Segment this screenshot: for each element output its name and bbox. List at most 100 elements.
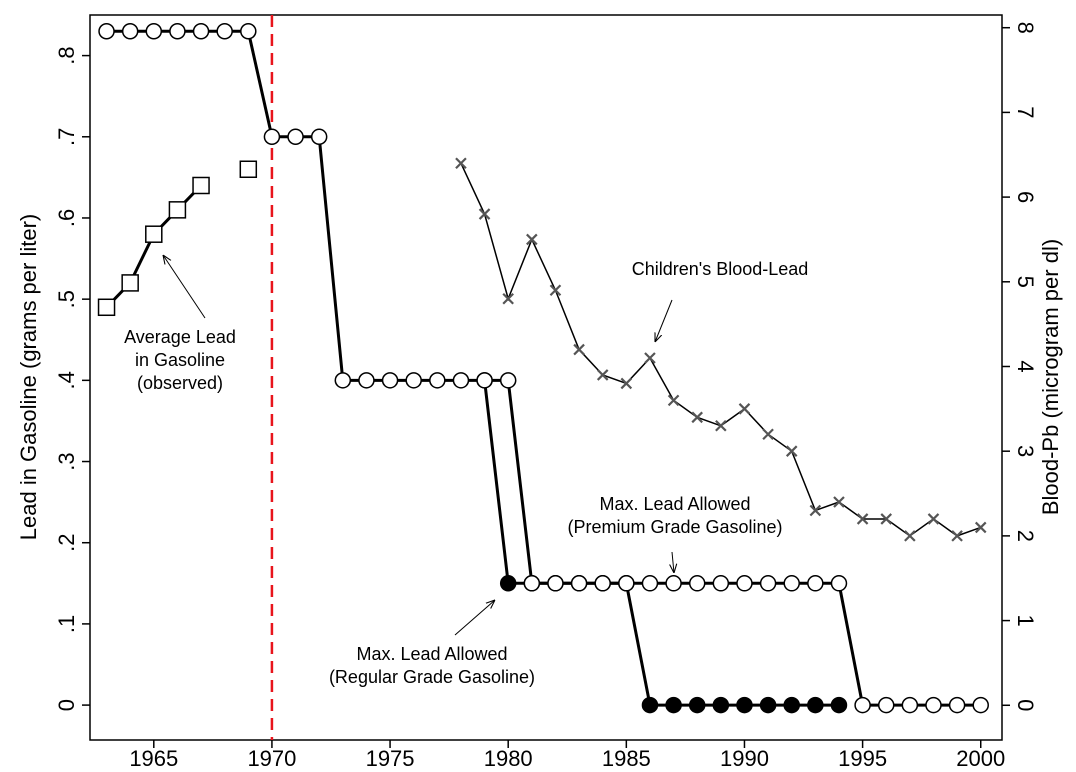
marker-open	[429, 372, 446, 389]
marker-open	[570, 575, 588, 592]
marker-open	[121, 22, 139, 40]
y2-tick-label: 2	[1013, 530, 1038, 542]
marker-open	[736, 575, 753, 592]
y2-tick-label: 4	[1013, 360, 1038, 372]
x-tick-label: 1985	[602, 746, 651, 771]
series-line	[106, 29, 981, 707]
marker-square	[145, 225, 163, 243]
y2-tick-label: 3	[1013, 445, 1038, 457]
marker-open	[192, 22, 210, 40]
marker-open	[334, 372, 352, 389]
marker-x	[620, 377, 633, 390]
series-line	[460, 162, 981, 537]
annotation-text: Max. Lead Allowed	[356, 644, 507, 664]
marker-x	[951, 530, 963, 542]
series-line	[483, 380, 839, 707]
marker-open	[925, 696, 942, 714]
x-tick-label: 1980	[484, 746, 533, 771]
marker-open	[523, 575, 541, 592]
marker-open	[830, 575, 848, 592]
x-tick-label: 1990	[720, 746, 769, 771]
x-tick-label: 1975	[366, 746, 415, 771]
y-tick-label: .4	[54, 371, 79, 389]
marker-open	[594, 575, 611, 592]
marker-filled	[830, 696, 848, 714]
marker-filled	[783, 696, 800, 714]
annotation-text: Children's Blood-Lead	[632, 259, 809, 279]
marker-open	[240, 22, 257, 40]
marker-open	[783, 575, 800, 592]
marker-square	[97, 298, 116, 317]
y2-tick-label: 7	[1013, 106, 1038, 118]
marker-open	[287, 128, 304, 146]
marker-x	[644, 352, 656, 364]
marker-open	[972, 696, 989, 714]
y2-axis-label: Blood-Pb (microgram per dl)	[1038, 239, 1063, 515]
marker-x	[880, 513, 893, 525]
plot-frame	[89, 14, 1003, 741]
marker-x	[904, 530, 916, 542]
marker-x	[478, 208, 491, 220]
annotation-text: in Gasoline	[135, 350, 225, 370]
marker-open	[807, 575, 824, 592]
marker-square	[168, 201, 187, 219]
marker-open	[618, 575, 635, 592]
marker-open	[476, 372, 493, 389]
marker-x	[573, 343, 585, 356]
marker-open	[499, 372, 517, 389]
y2-tick-label: 8	[1013, 22, 1038, 34]
y-axis-label: Lead in Gasoline (grams per liter)	[16, 214, 41, 540]
annotation-text: (Regular Grade Gasoline)	[329, 667, 535, 687]
marker-x	[596, 369, 609, 381]
marker-open	[216, 22, 233, 40]
y2-tick-label: 6	[1013, 191, 1038, 203]
marker-x	[927, 513, 940, 525]
marker-open	[877, 696, 895, 714]
marker-filled	[688, 696, 706, 714]
x-tick-label: 1970	[247, 746, 296, 771]
annotation-arrow	[655, 299, 673, 342]
marker-open	[405, 372, 422, 389]
marker-open	[263, 128, 281, 146]
marker-x	[691, 411, 703, 424]
y-tick-label: 0	[54, 699, 79, 711]
marker-open	[901, 696, 919, 714]
y-tick-label: .3	[54, 452, 79, 470]
marker-filled	[499, 575, 517, 592]
marker-open	[358, 372, 375, 389]
marker-x	[785, 445, 798, 457]
marker-open	[641, 575, 659, 592]
marker-x	[455, 157, 467, 169]
marker-filled	[807, 696, 824, 714]
annotation-arrow	[454, 600, 495, 636]
marker-open	[712, 575, 730, 592]
y-tick-label: .1	[54, 615, 79, 633]
marker-x	[738, 403, 751, 415]
x-tick-label: 1965	[129, 746, 178, 771]
y-tick-label: .7	[54, 128, 79, 146]
y2-tick-label: 1	[1013, 614, 1038, 626]
marker-open	[98, 22, 115, 40]
marker-x	[715, 419, 727, 432]
marker-open	[145, 22, 163, 40]
annotation-text: Average Lead	[124, 327, 236, 347]
marker-filled	[736, 696, 753, 714]
x-tick-label: 1995	[838, 746, 887, 771]
marker-filled	[665, 696, 682, 714]
x-tick-label: 2000	[956, 746, 1005, 771]
marker-x	[502, 292, 514, 305]
marker-open	[665, 575, 682, 592]
marker-open	[759, 575, 777, 592]
annotation-text: (Premium Grade Gasoline)	[567, 517, 782, 537]
marker-open	[169, 22, 186, 40]
marker-x	[833, 496, 845, 508]
marker-square	[192, 176, 210, 195]
marker-filled	[641, 696, 659, 714]
y-tick-label: .2	[54, 534, 79, 552]
marker-x	[974, 521, 987, 534]
marker-open	[688, 575, 706, 592]
marker-square	[121, 274, 139, 292]
y2-tick-label: 5	[1013, 276, 1038, 288]
y-tick-label: .6	[54, 209, 79, 227]
